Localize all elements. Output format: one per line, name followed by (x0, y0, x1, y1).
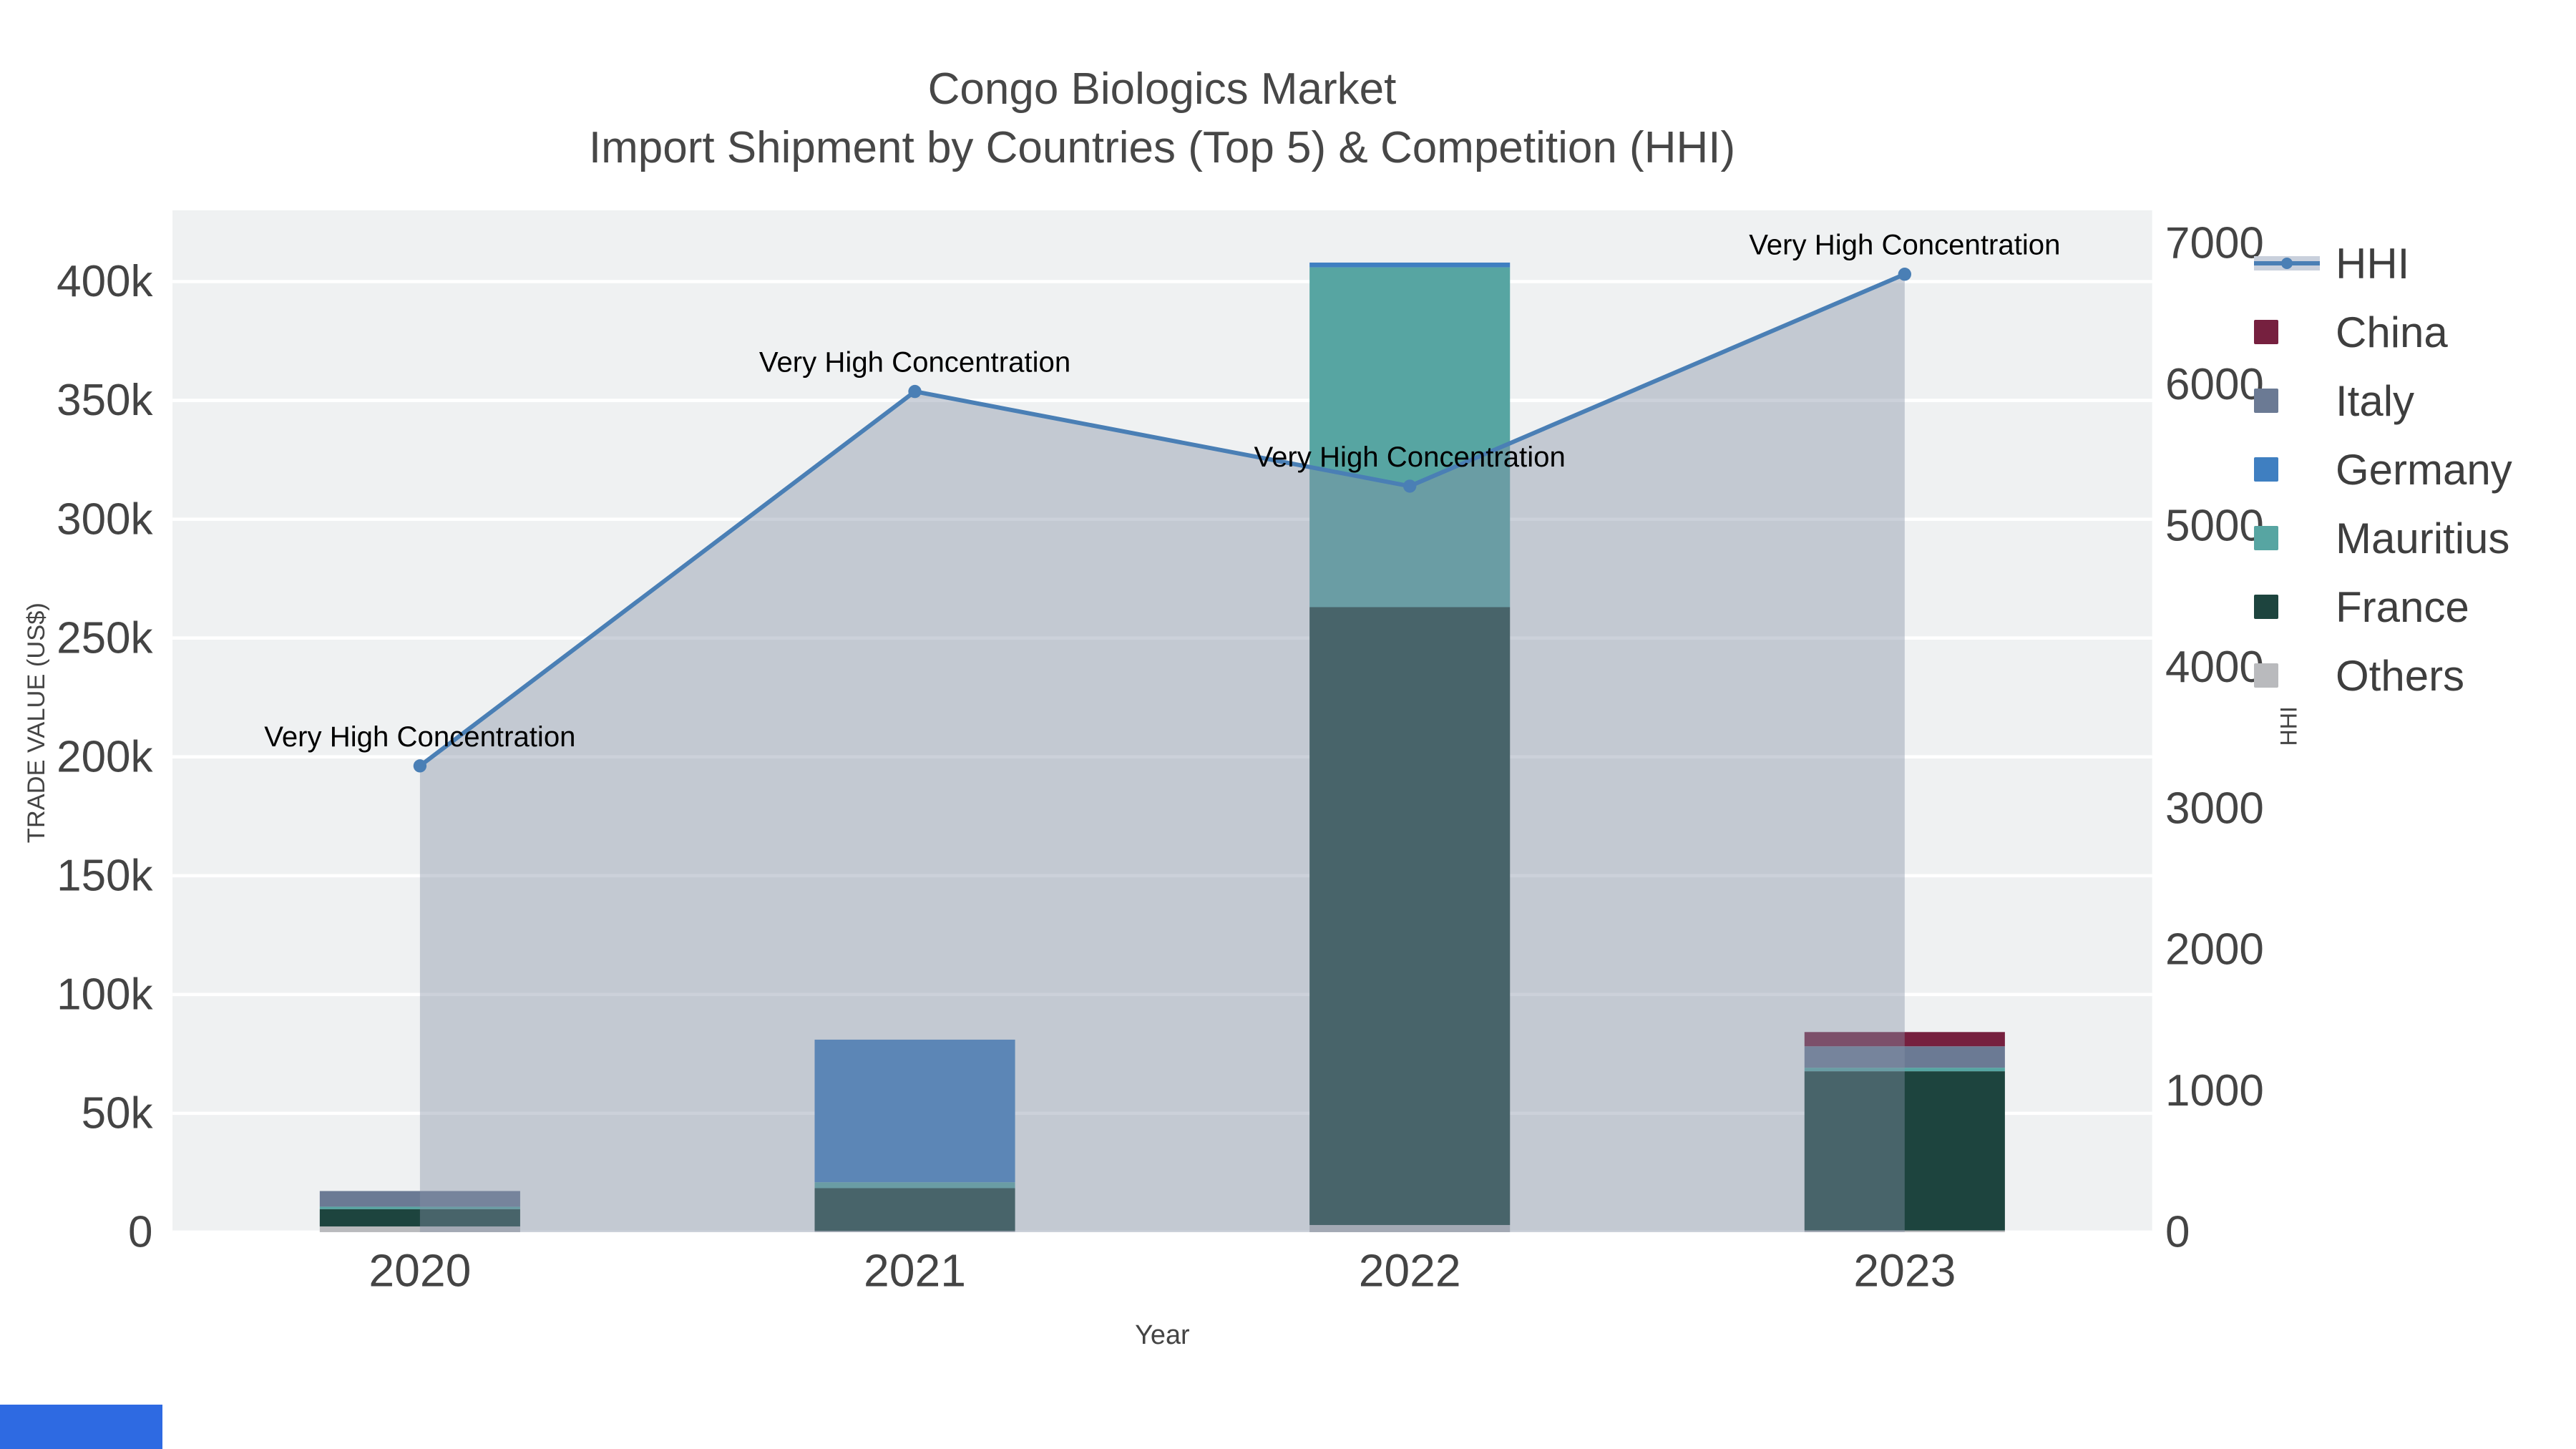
bar-segment-italy-2020 (319, 1191, 520, 1207)
hhi-area-fill (419, 274, 1905, 1232)
legend-label: HHI (2336, 239, 2410, 288)
bar-segment-mauritius-2021 (814, 1182, 1015, 1189)
y-left-tick-label: 50k (82, 1089, 154, 1138)
x-tick-label: 2021 (864, 1245, 966, 1297)
hhi-marker (1403, 479, 1417, 493)
legend-item-hhi[interactable]: HHI (2254, 229, 2562, 298)
chart-title: Congo Biologics Market Import Shipment b… (172, 60, 2152, 177)
bar-segment-germany-2021 (814, 1039, 1015, 1183)
bar-segment-france-2020 (319, 1209, 520, 1226)
x-tick-label: 2020 (369, 1245, 471, 1297)
legend-item-others[interactable]: Others (2254, 641, 2562, 710)
y-right-tick-label: 5000 (2165, 501, 2264, 550)
x-axis-title: Year (1135, 1320, 1190, 1350)
legend-item-italy[interactable]: Italy (2254, 366, 2562, 435)
y-right-tick-label: 0 (2165, 1208, 2190, 1257)
hhi-marker (413, 759, 427, 773)
bar-segment-others-2020 (319, 1226, 520, 1232)
annotation-very-high-concentration: Very High Concentration (264, 721, 575, 753)
y-left-tick-label: 0 (128, 1208, 152, 1257)
legend-item-france[interactable]: France (2254, 572, 2562, 641)
legend-item-china[interactable]: China (2254, 298, 2562, 366)
hhi-marker (908, 384, 922, 399)
hhi-line (419, 272, 1906, 768)
hhi-marker (1898, 268, 1912, 281)
bar-segment-france-2022 (1309, 607, 1511, 1225)
bar-segment-france-2021 (814, 1188, 1015, 1231)
y-left-tick-label: 250k (57, 613, 153, 663)
legend-swatch-others (2254, 663, 2278, 688)
legend-label: France (2336, 582, 2469, 631)
y-left-tick-label: 150k (57, 851, 153, 900)
x-tick-label: 2022 (1359, 1245, 1461, 1297)
bar-segment-germany-2022 (1309, 262, 1511, 268)
legend-label: Italy (2336, 376, 2415, 425)
legend-label: China (2336, 308, 2448, 356)
legend-item-mauritius[interactable]: Mauritius (2254, 504, 2562, 572)
y-left-tick-label: 400k (57, 257, 153, 306)
y-right-tick-label: 3000 (2165, 784, 2264, 833)
legend-swatch-germany (2254, 457, 2278, 482)
bar-segment-mauritius-2023 (1804, 1068, 2005, 1072)
annotation-very-high-concentration: Very High Concentration (759, 346, 1070, 379)
bar-segment-mauritius-2020 (319, 1206, 520, 1209)
bar-segment-others-2023 (1804, 1230, 2005, 1232)
legend-label: Others (2336, 651, 2465, 700)
y-right-tick-label: 2000 (2165, 925, 2264, 975)
legend-swatch-france (2254, 595, 2278, 619)
y-right-tick-label: 1000 (2165, 1066, 2264, 1116)
bar-segment-france-2023 (1804, 1071, 2005, 1231)
legend-item-germany[interactable]: Germany (2254, 435, 2562, 504)
legend-line-symbol (2254, 249, 2320, 278)
bar-segment-china-2023 (1804, 1032, 2005, 1047)
y-right-tick-label: 7000 (2165, 218, 2264, 268)
y-right-tick-label: 4000 (2165, 643, 2264, 692)
annotation-very-high-concentration: Very High Concentration (1254, 441, 1566, 473)
legend-line-marker (2281, 258, 2293, 269)
bar-segment-others-2022 (1309, 1224, 1511, 1232)
y-left-tick-label: 200k (57, 732, 153, 781)
bottom-left-accent-block (0, 1405, 162, 1449)
legend-swatch-mauritius (2254, 526, 2278, 550)
chart-title-line1: Congo Biologics Market (927, 64, 1397, 114)
y-right-axis-title: HHI (2276, 706, 2302, 746)
y-left-tick-label: 300k (57, 494, 153, 544)
annotation-very-high-concentration: Very High Concentration (1749, 229, 2060, 261)
x-tick-label: 2023 (1853, 1245, 1956, 1297)
bar-segment-others-2021 (814, 1231, 1015, 1232)
bar-segment-mauritius-2022 (1309, 267, 1511, 608)
y-right-tick-label: 6000 (2165, 360, 2264, 409)
legend-label: Germany (2336, 445, 2512, 494)
y-left-axis-title: TRADE VALUE (US$) (23, 602, 50, 843)
y-left-tick-label: 350k (57, 376, 153, 425)
y-left-tick-label: 100k (57, 970, 153, 1019)
legend-swatch-italy (2254, 389, 2278, 413)
legend-swatch-china (2254, 320, 2278, 344)
legend-label: Mauritius (2336, 514, 2510, 562)
chart-title-line2: Import Shipment by Countries (Top 5) & C… (588, 123, 1736, 172)
legend: HHI China Italy Germany Mauritius France Other… (2254, 229, 2562, 710)
bar-segment-italy-2023 (1804, 1046, 2005, 1068)
